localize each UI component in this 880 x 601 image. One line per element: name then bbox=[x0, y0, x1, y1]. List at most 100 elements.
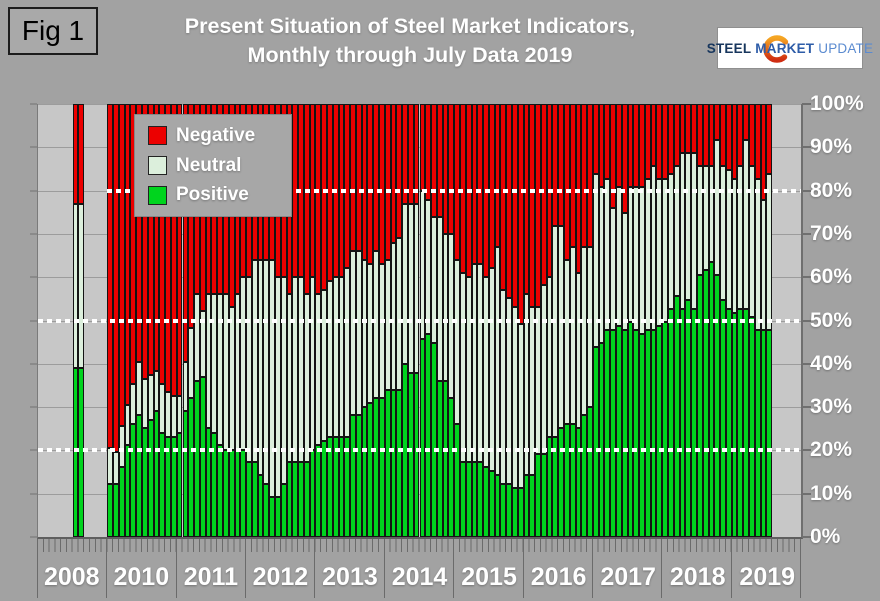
positive-segment bbox=[442, 381, 449, 537]
year-label-2008: 2008 bbox=[43, 562, 100, 591]
y-axis-label-100pct: 100% bbox=[810, 92, 864, 115]
negative-segment bbox=[656, 104, 663, 179]
bar-2015-05 bbox=[477, 104, 484, 537]
bar-2018-11 bbox=[720, 104, 726, 537]
y-axis-left-tick bbox=[30, 406, 37, 409]
positive-segment bbox=[592, 347, 599, 537]
bar-2018-09 bbox=[708, 104, 715, 537]
bar-2014-10 bbox=[436, 104, 443, 537]
negative-segment bbox=[691, 104, 697, 153]
positive-segment bbox=[194, 381, 200, 537]
positive-segment bbox=[708, 261, 715, 537]
negative-segment bbox=[442, 104, 449, 235]
bar-2016-12 bbox=[587, 104, 593, 537]
y-axis-label-10pct: 10% bbox=[810, 481, 853, 505]
neutral-segment bbox=[483, 276, 489, 467]
bar-2018-10 bbox=[714, 104, 721, 537]
positive-segment bbox=[425, 334, 432, 537]
negative-segment bbox=[367, 104, 374, 264]
y-axis-tick bbox=[802, 276, 811, 279]
positive-segment bbox=[459, 462, 466, 537]
negative-segment bbox=[737, 104, 744, 166]
neutral-segment bbox=[350, 251, 356, 416]
bar-2016-11 bbox=[581, 104, 588, 537]
positive-segment bbox=[598, 342, 605, 537]
neutral-segment bbox=[459, 272, 466, 463]
negative-segment bbox=[182, 104, 189, 363]
negative-segment bbox=[118, 104, 125, 427]
positive-segment bbox=[118, 466, 125, 537]
positive-segment bbox=[113, 483, 119, 537]
positive-segment bbox=[511, 488, 518, 537]
y-axis-label-0pct: 0% bbox=[810, 525, 841, 548]
y-axis-label-20pct: 20% bbox=[810, 438, 853, 462]
neutral-segment bbox=[263, 259, 270, 484]
positive-segment bbox=[517, 488, 524, 537]
dotted-line-80pct bbox=[107, 188, 801, 193]
bar-2013-02 bbox=[321, 104, 327, 537]
bar-2010-08 bbox=[147, 104, 154, 538]
positive-segment bbox=[766, 330, 773, 537]
logo-crescent-icon bbox=[763, 35, 791, 63]
year-separator bbox=[661, 539, 663, 598]
bar-2013-06 bbox=[344, 104, 351, 537]
bar-2019-07 bbox=[766, 104, 773, 537]
bar-2014-05 bbox=[407, 104, 414, 537]
bar-2010-07 bbox=[142, 104, 148, 537]
logo-text: STEEL MARKET UPDATE bbox=[707, 41, 873, 56]
negative-segment bbox=[731, 104, 738, 179]
bar-2013-10 bbox=[367, 104, 374, 537]
positive-segment bbox=[303, 462, 310, 537]
positive-segment bbox=[604, 330, 611, 537]
bar-2016-07 bbox=[558, 104, 564, 537]
bar-2018-01 bbox=[662, 104, 669, 537]
bar-2015-01 bbox=[454, 104, 460, 537]
neutral-segment bbox=[448, 234, 455, 399]
positive-segment bbox=[298, 462, 304, 537]
positive-segment bbox=[344, 436, 351, 537]
chart-title-line2: Monthly through July Data 2019 bbox=[247, 43, 573, 67]
negative-segment bbox=[153, 104, 160, 371]
bar-2014-03 bbox=[396, 104, 403, 538]
negative-segment bbox=[407, 104, 414, 205]
positive-segment bbox=[217, 445, 223, 537]
bar-2017-06 bbox=[621, 104, 628, 537]
y-axis-label-60pct: 60% bbox=[810, 265, 853, 289]
y-axis-label-50pct: 50% bbox=[810, 308, 853, 332]
neutral-segment bbox=[766, 174, 773, 331]
bar-2017-12 bbox=[656, 104, 663, 538]
neutral-segment bbox=[720, 165, 726, 301]
figure-number-label: Fig 1 bbox=[21, 15, 85, 46]
negative-segment bbox=[431, 104, 437, 218]
bar-2010-04 bbox=[124, 104, 131, 538]
negative-segment bbox=[696, 104, 703, 166]
positive-segment bbox=[558, 428, 564, 537]
bar-2010-05 bbox=[130, 104, 137, 537]
neutral-segment bbox=[211, 293, 218, 433]
neutral-segment bbox=[327, 281, 333, 437]
neutral-segment bbox=[286, 293, 293, 463]
year-label-2017: 2017 bbox=[600, 562, 656, 591]
positive-segment bbox=[471, 462, 478, 537]
neutral-segment bbox=[170, 396, 177, 437]
positive-segment bbox=[159, 432, 166, 537]
dotted-line-20pct bbox=[38, 448, 801, 453]
bar-2014-07 bbox=[419, 104, 426, 538]
bar-2011-01 bbox=[176, 104, 183, 537]
neutral-segment bbox=[592, 174, 599, 348]
neutral-segment bbox=[118, 426, 125, 467]
y-axis-left-tick bbox=[30, 103, 37, 105]
bar-2019-05 bbox=[754, 104, 761, 537]
steel-market-update-logo: STEEL MARKET UPDATE bbox=[707, 27, 873, 69]
neutral-segment bbox=[367, 263, 374, 403]
negative-segment bbox=[529, 104, 536, 307]
negative-segment bbox=[436, 104, 443, 218]
neutral-segment bbox=[754, 178, 761, 331]
positive-segment bbox=[691, 308, 697, 537]
bar-2017-02 bbox=[598, 104, 605, 537]
neutral-segment bbox=[269, 259, 275, 497]
positive-segment bbox=[269, 496, 275, 537]
positive-segment bbox=[725, 308, 732, 537]
neutral-segment bbox=[575, 272, 582, 429]
negative-segment bbox=[361, 104, 368, 260]
